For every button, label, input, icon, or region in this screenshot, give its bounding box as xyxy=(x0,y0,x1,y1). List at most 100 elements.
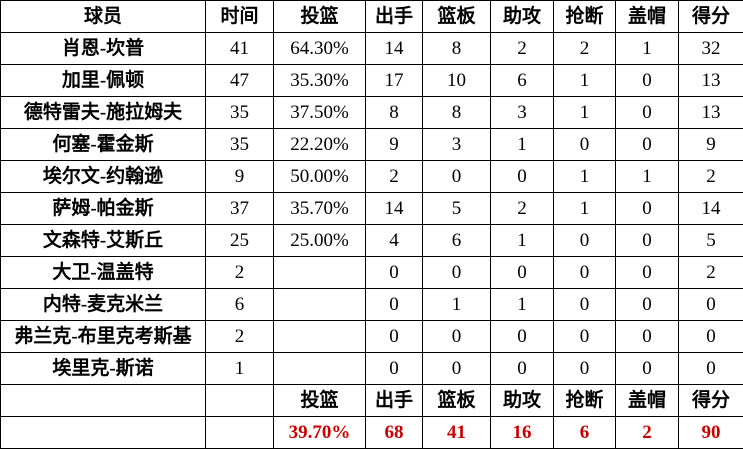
summary-header-cell: 助攻 xyxy=(490,384,554,417)
table-row: 弗兰克-布里克考斯基 2 0 0 0 0 0 0 xyxy=(0,320,743,353)
stat-cell-fg_pct xyxy=(273,256,366,289)
stat-cell-blk: 0 xyxy=(615,224,679,257)
stat-cell-minutes: 35 xyxy=(205,96,274,129)
stat-cell-blk: 0 xyxy=(615,352,679,385)
stat-cell-ast: 1 xyxy=(490,224,554,257)
stat-cell-minutes: 25 xyxy=(205,224,274,257)
table-row: 文森特-艾斯丘 25 25.00% 4 6 1 0 0 5 xyxy=(0,224,743,257)
stat-cell-pts: 0 xyxy=(678,320,743,353)
stat-cell-stl: 0 xyxy=(553,288,616,321)
stat-cell-fg_pct xyxy=(273,320,366,353)
stat-cell-reb: 8 xyxy=(422,96,491,129)
column-header: 篮板 xyxy=(422,0,491,33)
stat-cell-pts: 13 xyxy=(678,96,743,129)
player-name-cell: 文森特-艾斯丘 xyxy=(0,224,206,257)
stat-cell-pts: 5 xyxy=(678,224,743,257)
stat-cell-pts: 2 xyxy=(678,160,743,193)
player-name-cell: 内特-麦克米兰 xyxy=(0,288,206,321)
summary-header-cell: 投篮 xyxy=(273,384,366,417)
summary-total-cell: 39.70% xyxy=(273,416,366,449)
column-header: 助攻 xyxy=(490,0,554,33)
stat-cell-fga: 0 xyxy=(365,256,423,289)
column-header: 抢断 xyxy=(553,0,616,33)
stat-cell-fga: 8 xyxy=(365,96,423,129)
stat-cell-fg_pct: 35.70% xyxy=(273,192,366,225)
stat-cell-ast: 0 xyxy=(490,320,554,353)
player-name-cell: 大卫-温盖特 xyxy=(0,256,206,289)
stat-cell-fga: 14 xyxy=(365,192,423,225)
summary-total-cell: 90 xyxy=(678,416,743,449)
summary-header-cell: 盖帽 xyxy=(615,384,679,417)
stat-cell-ast: 2 xyxy=(490,32,554,65)
stat-cell-blk: 0 xyxy=(615,256,679,289)
stat-cell-pts: 2 xyxy=(678,256,743,289)
column-header: 盖帽 xyxy=(615,0,679,33)
summary-total-cell: 16 xyxy=(490,416,554,449)
summary-header-row: 投篮 出手 篮板 助攻 抢断 盖帽 得分 xyxy=(0,384,743,417)
stat-cell-blk: 1 xyxy=(615,160,679,193)
column-header: 投篮 xyxy=(273,0,366,33)
table-row: 萨姆-帕金斯 37 35.70% 14 5 2 1 0 14 xyxy=(0,192,743,225)
stat-cell-blk: 0 xyxy=(615,320,679,353)
stat-cell-fg_pct: 25.00% xyxy=(273,224,366,257)
table-row: 德特雷夫-施拉姆夫 35 37.50% 8 8 3 1 0 13 xyxy=(0,96,743,129)
stat-cell-stl: 0 xyxy=(553,224,616,257)
table-row: 大卫-温盖特 2 0 0 0 0 0 2 xyxy=(0,256,743,289)
stat-cell-stl: 1 xyxy=(553,96,616,129)
stat-cell-ast: 6 xyxy=(490,64,554,97)
table-row: 内特-麦克米兰 6 0 1 1 0 0 0 xyxy=(0,288,743,321)
table-row: 何塞-霍金斯 35 22.20% 9 3 1 0 0 9 xyxy=(0,128,743,161)
stat-cell-reb: 1 xyxy=(422,288,491,321)
stat-cell-blk: 0 xyxy=(615,96,679,129)
column-header: 时间 xyxy=(205,0,274,33)
summary-total-cell: 68 xyxy=(365,416,423,449)
player-name-cell: 弗兰克-布里克考斯基 xyxy=(0,320,206,353)
summary-total-cell: 41 xyxy=(422,416,491,449)
stat-cell-pts: 9 xyxy=(678,128,743,161)
stat-cell-reb: 3 xyxy=(422,128,491,161)
stat-cell-minutes: 37 xyxy=(205,192,274,225)
stat-cell-stl: 0 xyxy=(553,128,616,161)
stat-cell-ast: 3 xyxy=(490,96,554,129)
stat-cell-fga: 2 xyxy=(365,160,423,193)
stat-cell-stl: 1 xyxy=(553,192,616,225)
header-row: 球员 时间 投篮 出手 篮板 助攻 抢断 盖帽 得分 xyxy=(0,0,743,33)
stat-cell-reb: 6 xyxy=(422,224,491,257)
column-header: 出手 xyxy=(365,0,423,33)
player-name-cell: 德特雷夫-施拉姆夫 xyxy=(0,96,206,129)
stat-cell-stl: 1 xyxy=(553,160,616,193)
stat-cell-ast: 0 xyxy=(490,256,554,289)
stat-cell-minutes: 9 xyxy=(205,160,274,193)
stat-cell-fg_pct: 22.20% xyxy=(273,128,366,161)
stat-cell-reb: 8 xyxy=(422,32,491,65)
stat-cell-ast: 1 xyxy=(490,128,554,161)
empty-cell xyxy=(205,384,274,417)
stat-cell-ast: 1 xyxy=(490,288,554,321)
summary-header-cell: 出手 xyxy=(365,384,423,417)
stat-cell-fga: 17 xyxy=(365,64,423,97)
stat-cell-fga: 0 xyxy=(365,352,423,385)
summary-header-cell: 抢断 xyxy=(553,384,616,417)
stat-cell-pts: 14 xyxy=(678,192,743,225)
column-header: 球员 xyxy=(0,0,206,33)
stat-cell-reb: 0 xyxy=(422,320,491,353)
stat-cell-ast: 0 xyxy=(490,352,554,385)
stat-cell-fg_pct: 50.00% xyxy=(273,160,366,193)
summary-totals-row: 39.70% 68 41 16 6 2 90 xyxy=(0,416,743,449)
stat-cell-stl: 0 xyxy=(553,352,616,385)
stat-cell-minutes: 47 xyxy=(205,64,274,97)
stat-cell-blk: 0 xyxy=(615,288,679,321)
player-name-cell: 萨姆-帕金斯 xyxy=(0,192,206,225)
player-name-cell: 何塞-霍金斯 xyxy=(0,128,206,161)
stat-cell-stl: 0 xyxy=(553,320,616,353)
stat-cell-fga: 9 xyxy=(365,128,423,161)
stat-cell-fga: 4 xyxy=(365,224,423,257)
table-row: 埃里克-斯诺 1 0 0 0 0 0 0 xyxy=(0,352,743,385)
summary-header-cell: 得分 xyxy=(678,384,743,417)
stat-cell-pts: 0 xyxy=(678,288,743,321)
stat-cell-pts: 32 xyxy=(678,32,743,65)
stat-cell-minutes: 35 xyxy=(205,128,274,161)
player-name-cell: 加里-佩顿 xyxy=(0,64,206,97)
stat-cell-blk: 0 xyxy=(615,128,679,161)
